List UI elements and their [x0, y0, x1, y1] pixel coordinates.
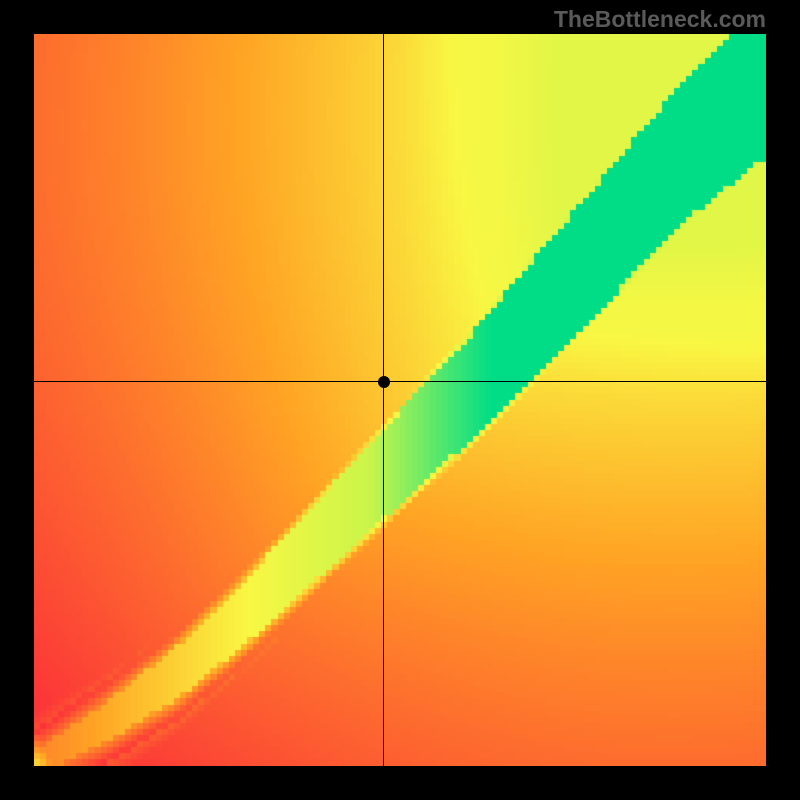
crosshair-vertical — [383, 34, 384, 766]
watermark-text: TheBottleneck.com — [554, 6, 766, 33]
crosshair-horizontal — [34, 381, 766, 382]
bottleneck-heatmap — [34, 34, 766, 766]
crosshair-marker — [378, 376, 390, 388]
